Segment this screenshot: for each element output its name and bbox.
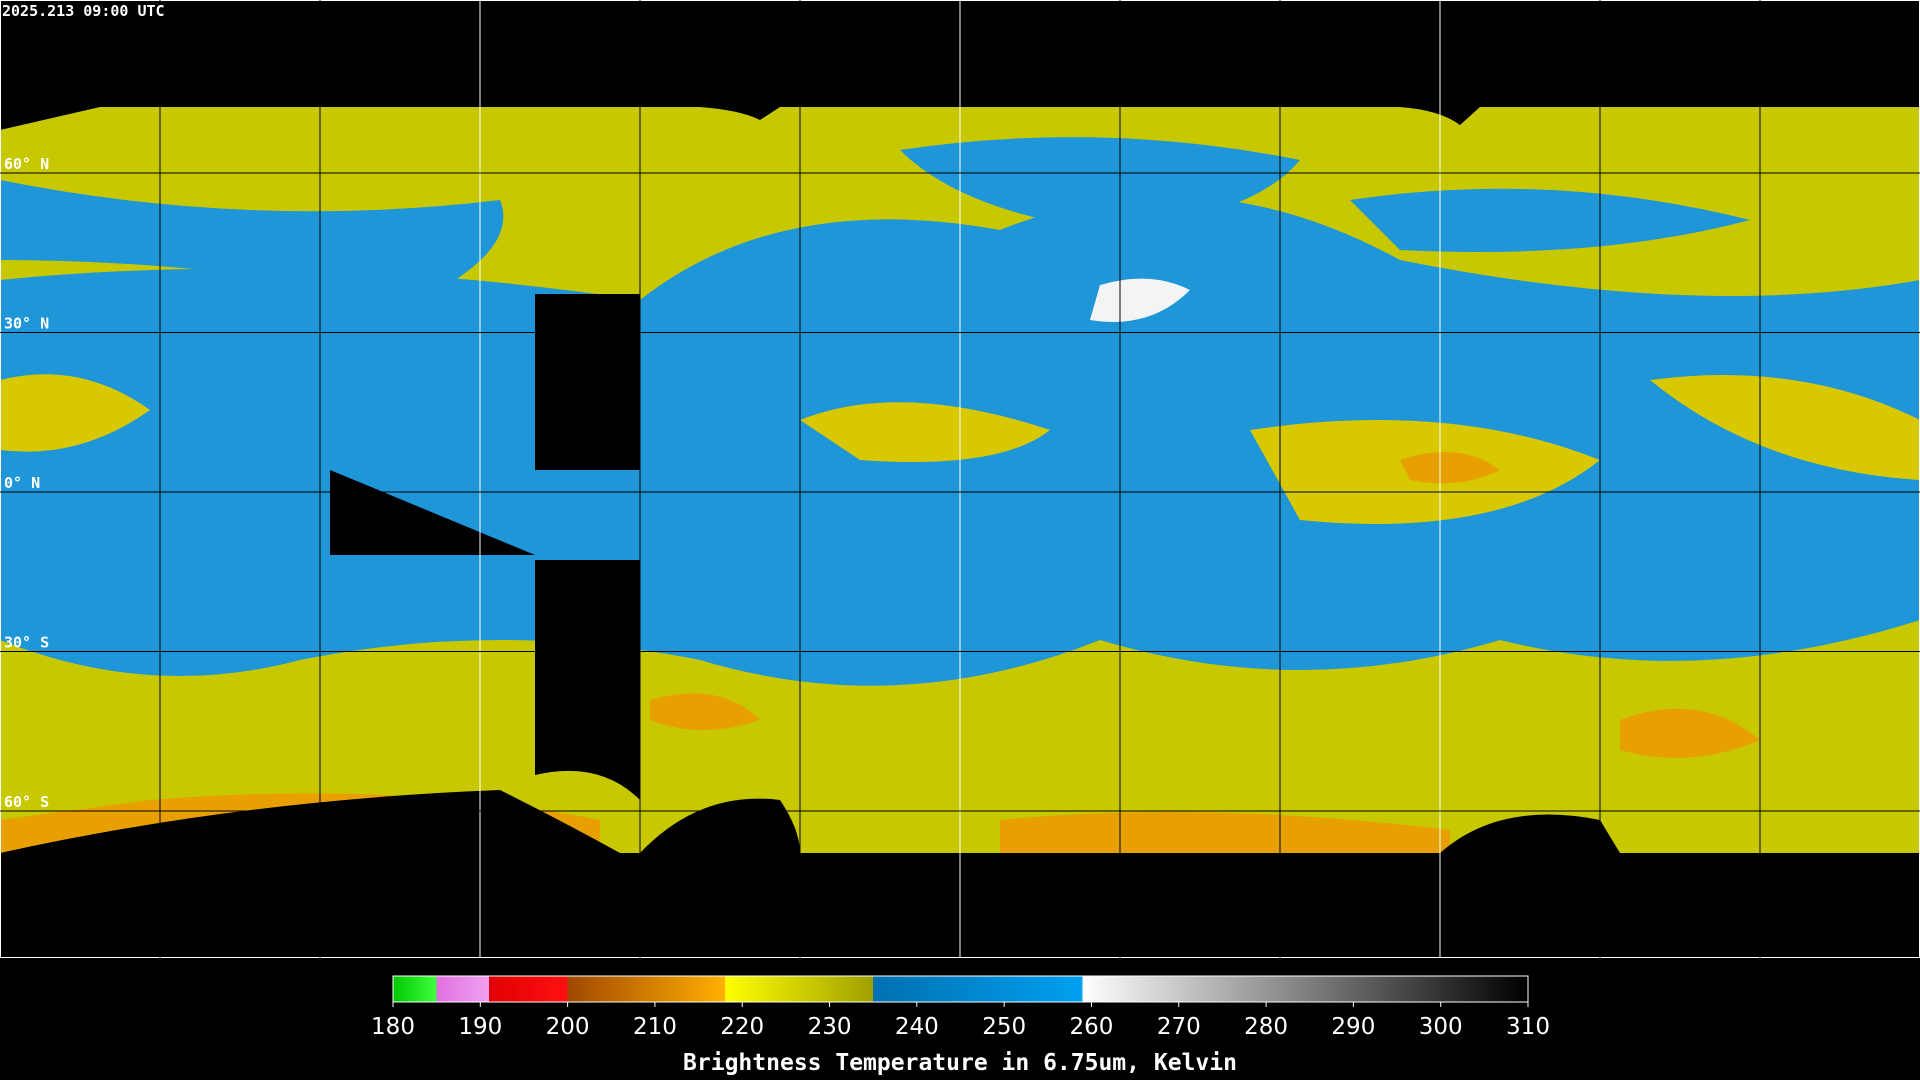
- colorbar-tick-label: 230: [808, 1014, 852, 1040]
- gap: [0, 790, 1620, 853]
- gap: [0, 107, 1480, 130]
- colorbar-tick-label: 260: [1070, 1014, 1114, 1040]
- lat-label: 60° N: [4, 155, 49, 173]
- lat-label: 30° S: [4, 634, 49, 652]
- colorbar-tick-label: 180: [371, 1014, 415, 1040]
- timestamp: 2025.213 09:00 UTC: [2, 2, 165, 20]
- colorbar-tick-label: 210: [633, 1014, 677, 1040]
- colorbar-tick-label: 270: [1157, 1014, 1201, 1040]
- graticule: 60° N 30° N 0° N 30° S 60° S: [0, 0, 1920, 958]
- colorbar-tick-label: 220: [720, 1014, 764, 1040]
- colorbar-tick-label: 280: [1244, 1014, 1288, 1040]
- dry-air: [0, 137, 1750, 300]
- colorbar-ramp: [392, 975, 1529, 1003]
- lat-label: 60° S: [4, 793, 49, 811]
- warm-surface: [1090, 278, 1190, 322]
- lat-label: 30° N: [4, 315, 49, 333]
- colorbar: 180 190 200 210 220 230 240 250 260 270 280 290 300 3…: [371, 975, 1550, 1076]
- colorbar-tick-label: 300: [1419, 1014, 1463, 1040]
- colorbar-tick-label: 200: [546, 1014, 590, 1040]
- colorbar-label: Brightness Temperature in 6.75um, Kelvin: [683, 1050, 1237, 1076]
- gap: [330, 294, 640, 800]
- colorbar-tick-label: 190: [458, 1014, 502, 1040]
- colorbar-tick-label: 240: [895, 1014, 939, 1040]
- colorbar-tick-label: 310: [1506, 1014, 1550, 1040]
- lat-label: 0° N: [4, 474, 40, 492]
- cold-cloud-top: [0, 452, 1760, 853]
- colorbar-tick-label: 290: [1331, 1014, 1375, 1040]
- colorbar-tick-label: 250: [982, 1014, 1026, 1040]
